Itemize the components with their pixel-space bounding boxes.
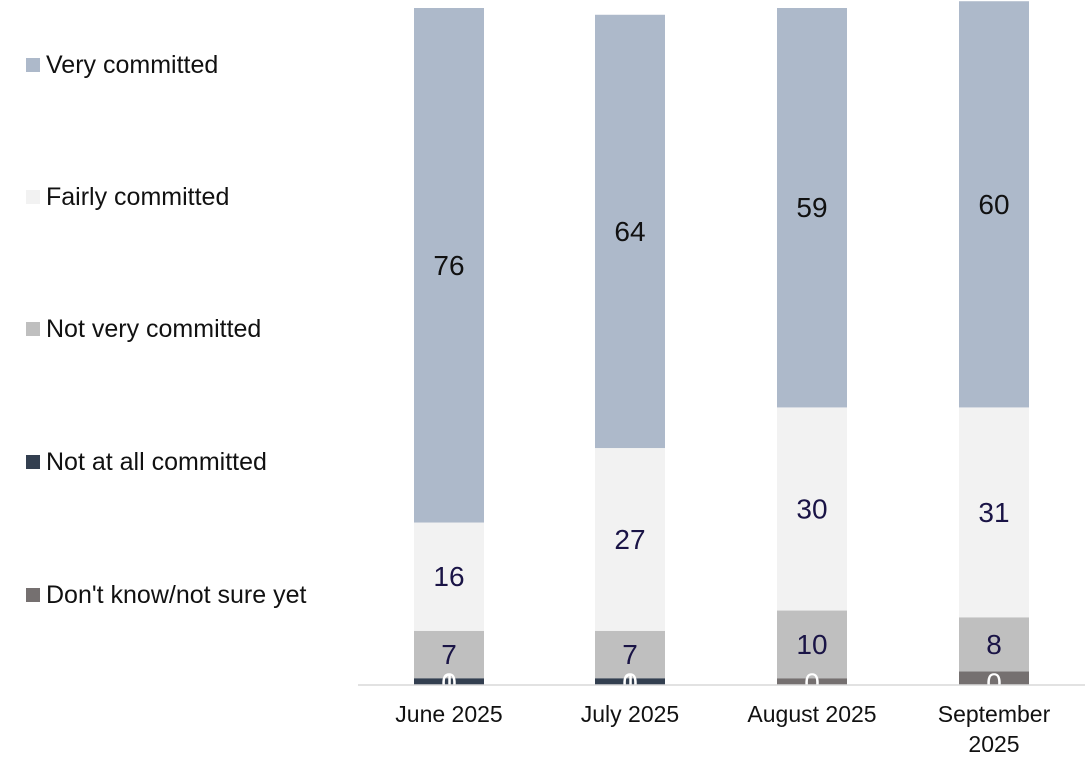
data-label-not-at-all-committed-june-2025: 1 bbox=[441, 668, 457, 699]
legend-swatch-fairly-committed bbox=[26, 190, 40, 204]
legend-label-not-very-committed: Not very committed bbox=[46, 315, 261, 343]
bar-fairly-committed-september-2025 bbox=[959, 407, 1029, 618]
data-label-not-very-committed-june-2025: 7 bbox=[441, 639, 457, 670]
legend-swatch-don-t-know-not-sure-yet bbox=[26, 588, 40, 602]
data-label-don-t-know-not-sure-yet-august-2025: 0 bbox=[804, 668, 820, 699]
bar-very-committed-july-2025 bbox=[595, 14, 665, 449]
legend-label-fairly-committed: Fairly committed bbox=[46, 183, 229, 211]
data-label-fairly-committed-september-2025: 31 bbox=[978, 497, 1009, 528]
x-tick-label-august-2025: August 2025 bbox=[747, 701, 876, 727]
bar-not-very-committed-september-2025 bbox=[959, 617, 1029, 672]
x-tick-label-june-2025: June 2025 bbox=[395, 701, 502, 727]
bar-not-very-committed-august-2025 bbox=[777, 610, 847, 679]
bar-don-t-know-not-sure-yet-august-2025 bbox=[777, 678, 847, 685]
data-label-very-committed-september-2025: 60 bbox=[978, 189, 1009, 220]
bar-not-very-committed-june-2025 bbox=[414, 630, 484, 679]
legend: Very committed Fairly committed Not very c… bbox=[26, 51, 307, 609]
bar-not-very-committed-july-2025 bbox=[595, 630, 665, 679]
bar-not-at-all-committed-june-2025 bbox=[414, 678, 484, 685]
legend-label-not-at-all-committed: Not at all committed bbox=[46, 448, 267, 476]
data-label-fairly-committed-july-2025: 27 bbox=[614, 524, 645, 555]
bar-very-committed-june-2025 bbox=[414, 8, 484, 523]
data-label-don-t-know-not-sure-yet-september-2025: 0 bbox=[986, 668, 1002, 699]
legend-swatch-not-at-all-committed bbox=[26, 455, 40, 469]
legend-label-don-t-know-not-sure-yet: Don't know/not sure yet bbox=[46, 581, 307, 609]
data-label-not-very-committed-august-2025: 10 bbox=[796, 629, 827, 660]
bar-fairly-committed-august-2025 bbox=[777, 407, 847, 611]
bar-don-t-know-not-sure-yet-september-2025 bbox=[959, 671, 1029, 685]
data-label-don-t-know-not-sure-yet-july-2025: 0 bbox=[622, 668, 638, 699]
data-label-very-committed-august-2025: 59 bbox=[796, 192, 827, 223]
bar-very-committed-august-2025 bbox=[777, 8, 847, 408]
legend-label-very-committed: Very committed bbox=[46, 51, 218, 79]
data-label-very-committed-july-2025: 64 bbox=[614, 216, 645, 247]
bar-very-committed-september-2025 bbox=[959, 1, 1029, 408]
x-tick-label-july-2025: July 2025 bbox=[581, 701, 679, 727]
x-tick-label-september-2025: September 2025 bbox=[938, 701, 1051, 757]
legend-swatch-very-committed bbox=[26, 58, 40, 72]
bar-fairly-committed-june-2025 bbox=[414, 522, 484, 631]
data-label-not-at-all-committed-july-2025: 1 bbox=[622, 668, 638, 699]
data-label-don-t-know-not-sure-yet-june-2025: 0 bbox=[441, 668, 457, 699]
bar-fairly-committed-july-2025 bbox=[595, 448, 665, 631]
data-label-very-committed-june-2025: 76 bbox=[433, 250, 464, 281]
bar-not-at-all-committed-july-2025 bbox=[595, 678, 665, 685]
legend-swatch-not-very-committed bbox=[26, 322, 40, 336]
data-label-not-very-committed-september-2025: 8 bbox=[986, 629, 1002, 660]
data-label-fairly-committed-june-2025: 16 bbox=[433, 561, 464, 592]
data-label-fairly-committed-august-2025: 30 bbox=[796, 493, 827, 524]
x-axis: June 2025 July 2025 August 2025 September 20… bbox=[358, 684, 1085, 757]
data-label-not-very-committed-july-2025: 7 bbox=[622, 639, 638, 670]
